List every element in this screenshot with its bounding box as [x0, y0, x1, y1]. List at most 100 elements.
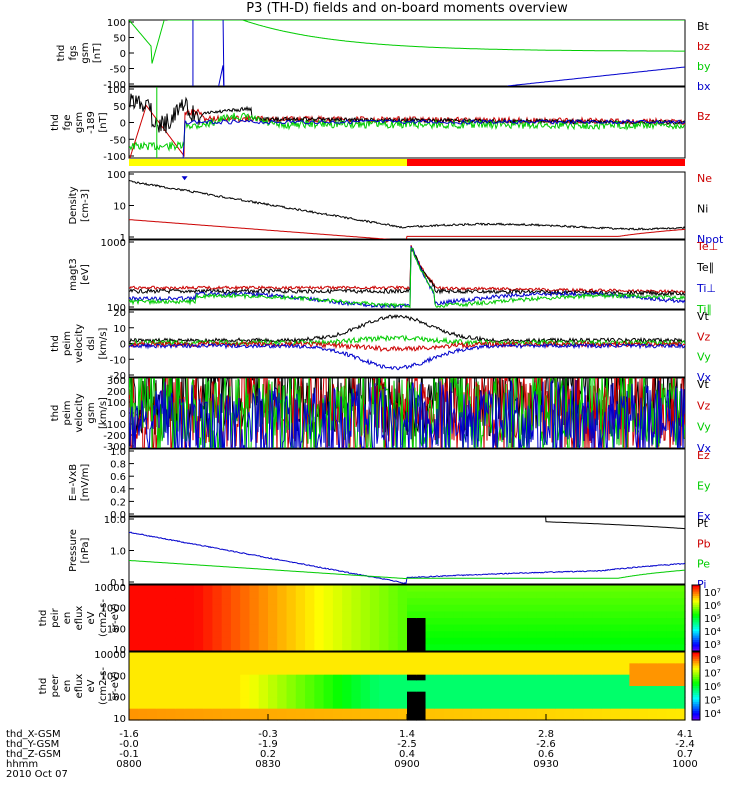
ion_spec-cell — [527, 637, 538, 645]
ele_spec-cell — [444, 686, 454, 693]
ion_spec-cell — [425, 644, 436, 652]
ion_spec-cell — [230, 618, 241, 626]
ele_spec-cell — [462, 691, 473, 698]
ele_spec-cell — [416, 697, 427, 704]
ion_spec-cell — [351, 637, 362, 645]
ele_spec-cell — [666, 708, 677, 715]
ele_spec-cell — [647, 680, 658, 687]
ion_spec-cell — [629, 637, 640, 645]
fgm-ytick-label: 100 — [107, 85, 126, 96]
ion_spec-cell — [230, 624, 241, 632]
ele_spec-cell — [508, 663, 519, 670]
ele_spec-cell — [666, 680, 677, 687]
ele_spec-cell — [610, 691, 621, 698]
ion_spec-cell — [462, 644, 473, 652]
ele_spec-cell — [546, 686, 556, 693]
ele_spec-colorbar-cell — [692, 658, 700, 662]
ion_spec-cell — [666, 598, 677, 606]
ele_spec-cell — [295, 669, 306, 676]
ele_spec-cell — [638, 708, 649, 715]
ele_spec-cell — [499, 686, 510, 693]
ion_spec-cell — [286, 624, 297, 632]
ele_spec-cell — [657, 703, 668, 710]
ion_spec-cell — [481, 598, 491, 606]
fgs-ylabel: gsm — [80, 42, 91, 63]
ion_spec-cell — [332, 637, 343, 645]
ele_spec-cell — [583, 697, 593, 704]
ele_spec-cell — [175, 703, 186, 710]
ion_spec-cell — [407, 637, 417, 645]
ele_spec-cell — [351, 657, 362, 664]
ion_spec-cell — [434, 585, 445, 593]
ion_spec-cell — [212, 585, 223, 593]
ele_spec-cell — [444, 657, 454, 664]
ele_spec-cell — [332, 714, 343, 721]
ele_spec-cell — [453, 714, 464, 721]
efield-ytick-label: 0.6 — [110, 472, 126, 483]
ion_spec-cell — [342, 591, 352, 599]
ele_spec-cell — [573, 680, 584, 687]
ele_spec-cell — [629, 691, 640, 698]
ele_spec-cell — [249, 674, 260, 681]
ele_spec-cell — [638, 714, 649, 721]
ion_spec-cell — [573, 618, 584, 626]
ion_spec-cell — [592, 585, 603, 593]
ele_spec-cell — [138, 680, 149, 687]
ele_spec-cell — [147, 714, 158, 721]
ele_spec-cell — [425, 652, 436, 659]
ele_spec-cell — [444, 714, 454, 721]
fgs-legend-3: bx — [697, 80, 711, 93]
ele_spec-cell — [351, 652, 362, 659]
ele_spec-cell — [434, 674, 445, 681]
ele_spec-cell — [416, 714, 427, 721]
ion_spec-cell — [629, 618, 640, 626]
xaxis-col-2-row-0: 1.4 — [399, 729, 415, 740]
ele_spec-cell — [388, 703, 399, 710]
vel_gsm-legend-0: Vt — [697, 378, 710, 391]
ion_spec-cell — [555, 585, 566, 593]
ele_spec-colorbar-cell — [692, 676, 700, 680]
fgs-ylabel: fgs — [68, 45, 79, 60]
ele_spec-cell — [573, 697, 584, 704]
ion_spec-cell — [138, 585, 149, 593]
ele_spec-cell — [193, 714, 204, 721]
ion_spec-cell — [258, 604, 269, 612]
ion_spec-cell — [434, 644, 445, 652]
ion_spec-cell — [546, 591, 556, 599]
ele_spec-cell — [546, 652, 556, 659]
ion_spec-cell — [332, 598, 343, 606]
ion_spec-cell — [499, 598, 510, 606]
ion_spec-cell — [592, 611, 603, 619]
ele_spec-cell — [295, 663, 306, 670]
ele_spec-cell — [360, 674, 371, 681]
ion_spec-cell — [610, 637, 621, 645]
ele_spec-cell — [258, 663, 269, 670]
ele_spec-cell — [295, 708, 306, 715]
ele_spec-cell — [166, 680, 176, 687]
ion_spec-cell — [379, 631, 390, 639]
ion_spec-cell — [425, 591, 436, 599]
ele_spec-cell — [175, 674, 186, 681]
ele_spec-cell — [286, 652, 297, 659]
ion_spec-cell — [258, 591, 269, 599]
ele_spec-cell — [434, 708, 445, 715]
ion_spec-cell — [268, 637, 278, 645]
ele_spec-cell — [434, 680, 445, 687]
ele_spec-cell — [592, 708, 603, 715]
ele_spec-cell — [434, 669, 445, 676]
ion_spec-cell — [499, 644, 510, 652]
ele_spec-colorbar-cell — [692, 701, 700, 705]
ion_spec-cell — [638, 618, 649, 626]
ion_spec-colorbar-cell — [692, 620, 700, 623]
ele_spec-cell — [638, 674, 649, 681]
ion_spec-ylabel: (cm2-s- — [98, 599, 109, 637]
fgs-legend-1: bz — [697, 40, 710, 53]
ele_spec-cell — [499, 714, 510, 721]
ion_spec-cell — [332, 611, 343, 619]
pressure-pe-line — [129, 560, 685, 580]
ele_spec-cell — [629, 703, 640, 710]
ion_spec-cell — [277, 644, 288, 652]
ele_spec-cell — [277, 714, 288, 721]
ion_spec-cell — [360, 611, 371, 619]
